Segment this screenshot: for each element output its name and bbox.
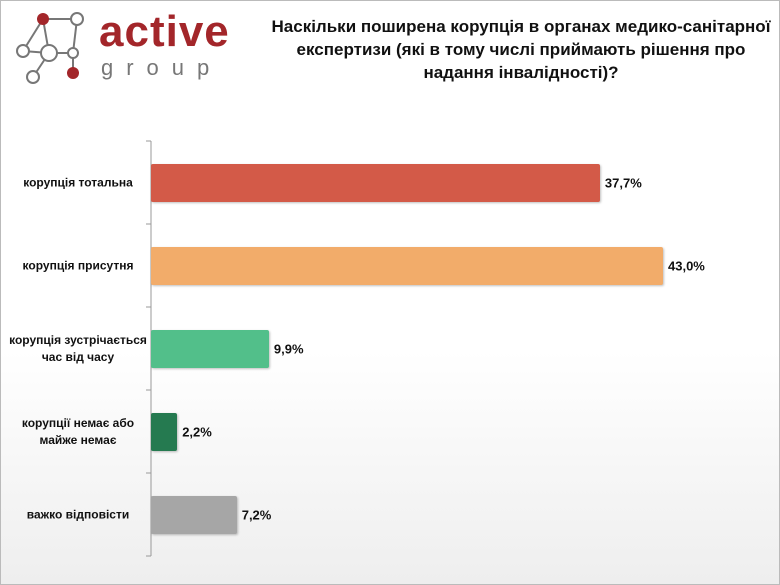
bar	[151, 163, 600, 202]
value-label: 7,2%	[241, 507, 272, 522]
category-label: корупція присутня	[22, 258, 134, 272]
logo-text: active	[99, 7, 230, 56]
category-label: важко відповісти	[26, 507, 130, 521]
bar	[151, 329, 269, 368]
value-label: 2,2%	[182, 424, 212, 439]
category-label: корупції немає або майже немає	[21, 415, 135, 447]
bar	[151, 246, 663, 285]
value-label: 37,7%	[604, 175, 642, 190]
category-label: корупція зустрічається час від часу	[9, 332, 147, 364]
value-label: 43,0%	[668, 258, 705, 273]
chart-title: Наскільки поширена корупція в органах ме…	[271, 17, 771, 82]
bar	[151, 412, 178, 451]
bar	[151, 495, 237, 534]
logo-icon	[16, 12, 84, 84]
category-label: корупція тотальна	[23, 175, 133, 189]
value-label: 9,9%	[273, 341, 304, 356]
logo-subtext: group	[101, 55, 223, 80]
